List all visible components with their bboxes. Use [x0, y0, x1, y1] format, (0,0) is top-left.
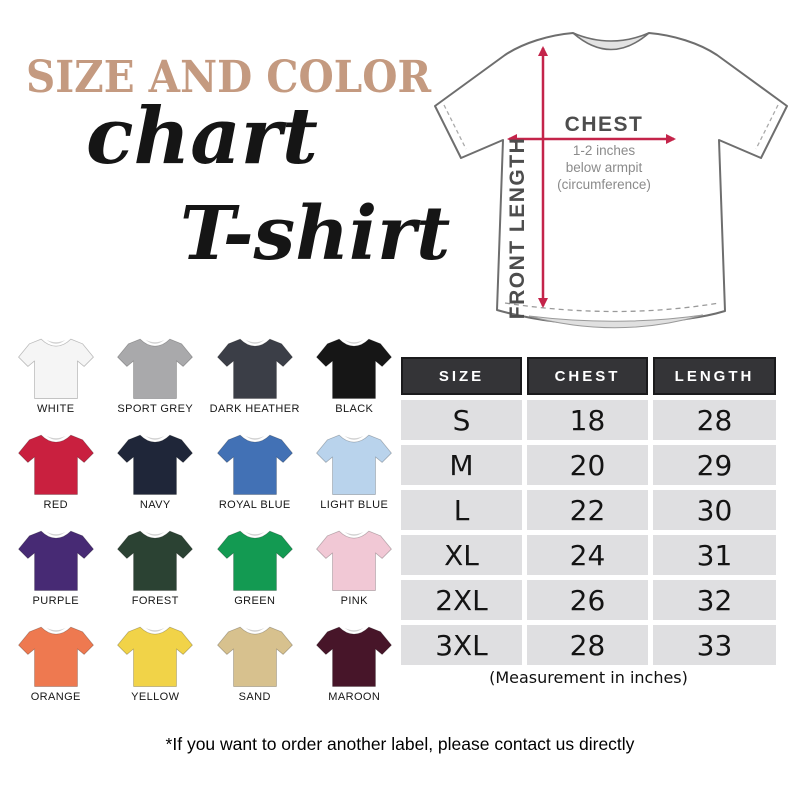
tshirt-measurement-diagram: CHEST 1-2 inches below armpit (circumfer… — [434, 32, 788, 329]
tshirt-color-icon — [316, 626, 393, 687]
color-swatch-label: PINK — [340, 595, 368, 607]
size-table: SIZE CHEST LENGTH S 18 28 M 20 29 L 22 30 XL 24 31 2XL… — [401, 357, 776, 670]
size-table-row-s: S 18 28 — [401, 400, 776, 440]
color-swatch-label: SPORT GREY — [117, 403, 194, 415]
sleeve-stitch-right — [755, 104, 779, 150]
color-swatch-label: YELLOW — [131, 691, 180, 703]
size-table-cell: 28 — [653, 400, 776, 440]
tshirt-hem-inner — [528, 314, 704, 329]
size-table-header-chest: CHEST — [527, 357, 648, 395]
size-table-cell: M — [401, 445, 522, 485]
tshirt-color-icon — [316, 338, 393, 399]
tshirt-color-icon — [316, 434, 393, 495]
color-swatch-light-blue: LIGHT BLUE — [305, 430, 405, 526]
size-table-header-length: LENGTH — [653, 357, 776, 395]
color-grid: WHITE SPORT GREY DARK HEATHER BLACK RED NAVY R… — [6, 334, 404, 718]
color-swatch-label: DARK HEATHER — [209, 403, 300, 415]
color-swatch-forest: FOREST — [106, 526, 206, 622]
tshirt-color-icon — [216, 338, 293, 399]
size-table-cell: 3XL — [401, 625, 522, 665]
size-table-header-size: SIZE — [401, 357, 522, 395]
size-table-row-m: M 20 29 — [401, 445, 776, 485]
color-swatch-royal-blue: ROYAL BLUE — [205, 430, 305, 526]
tshirt-color-icon — [216, 530, 293, 591]
tshirt-color-icon — [17, 338, 94, 399]
color-swatch-label: WHITE — [37, 403, 75, 415]
size-table-cell: 32 — [653, 580, 776, 620]
tshirt-color-icon — [117, 530, 194, 591]
size-table-cell: XL — [401, 535, 522, 575]
size-table-cell: 31 — [653, 535, 776, 575]
tshirt-color-icon — [117, 434, 194, 495]
size-table-cell: S — [401, 400, 522, 440]
color-swatch-navy: NAVY — [106, 430, 206, 526]
color-swatch-green: GREEN — [205, 526, 305, 622]
tshirt-collar — [572, 32, 650, 51]
size-table-row-2xl: 2XL 26 32 — [401, 580, 776, 620]
tshirt-color-icon — [316, 530, 393, 591]
color-swatch-label: BLACK — [335, 403, 374, 415]
tshirt-color-icon — [117, 338, 194, 399]
size-table-row-xl: XL 24 31 — [401, 535, 776, 575]
size-table-cell: 30 — [653, 490, 776, 530]
color-swatch-black: BLACK — [305, 334, 405, 430]
color-swatch-label: NAVY — [139, 499, 171, 511]
tshirt-color-icon — [17, 626, 94, 687]
color-swatch-yellow: YELLOW — [106, 622, 206, 718]
page-title-product: T-shirt — [180, 191, 451, 277]
size-table-cell: 24 — [527, 535, 648, 575]
size-table-cell: 18 — [527, 400, 648, 440]
color-swatch-label: LIGHT BLUE — [320, 499, 389, 511]
size-table-row-l: L 22 30 — [401, 490, 776, 530]
tshirt-color-icon — [117, 626, 194, 687]
color-swatch-red: RED — [6, 430, 106, 526]
size-table-header-row: SIZE CHEST LENGTH — [401, 357, 776, 395]
sleeve-stitch-left — [443, 104, 467, 150]
color-swatch-label: SAND — [238, 691, 271, 703]
size-table-body: S 18 28 M 20 29 L 22 30 XL 24 31 2XL 26 32 3XL 28 33 — [401, 400, 776, 665]
color-swatch-label: FOREST — [131, 595, 179, 607]
size-table-cell: 26 — [527, 580, 648, 620]
color-swatch-label: PURPLE — [32, 595, 79, 607]
size-table-cell: 29 — [653, 445, 776, 485]
front-length-label: FRONT LENGTH — [506, 137, 529, 319]
tshirt-color-icon — [216, 434, 293, 495]
size-table-row-3xl: 3XL 28 33 — [401, 625, 776, 665]
color-swatch-label: ORANGE — [30, 691, 81, 703]
color-swatch-dark-heather: DARK HEATHER — [205, 334, 305, 430]
color-swatch-label: RED — [43, 499, 68, 511]
size-table-cell: 2XL — [401, 580, 522, 620]
color-swatch-maroon: MAROON — [305, 622, 405, 718]
tshirt-color-icon — [17, 434, 94, 495]
color-swatch-label: GREEN — [234, 595, 276, 607]
color-swatch-orange: ORANGE — [6, 622, 106, 718]
size-table-cell: 28 — [527, 625, 648, 665]
tshirt-hem-stitch — [504, 302, 720, 313]
color-swatch-pink: PINK — [305, 526, 405, 622]
color-swatch-label: MAROON — [328, 691, 381, 703]
color-swatch-white: WHITE — [6, 334, 106, 430]
chest-note-line2: below armpit — [566, 160, 643, 175]
chest-label: CHEST — [565, 113, 644, 136]
size-table-cell: L — [401, 490, 522, 530]
color-swatch-purple: PURPLE — [6, 526, 106, 622]
footer-contact-note: *If you want to order another label, ple… — [165, 734, 635, 754]
tshirt-color-icon — [216, 626, 293, 687]
size-table-cell: 33 — [653, 625, 776, 665]
size-table-cell: 22 — [527, 490, 648, 530]
tshirt-color-icon — [17, 530, 94, 591]
chest-note-line3: (circumference) — [557, 177, 651, 192]
page-title-chart: chart — [86, 91, 318, 182]
page-title-size-and-color: SIZE AND COLOR — [26, 52, 432, 103]
color-swatch-sand: SAND — [205, 622, 305, 718]
size-table-cell: 20 — [527, 445, 648, 485]
color-swatch-label: ROYAL BLUE — [218, 499, 291, 511]
chest-note-line1: 1-2 inches — [573, 143, 636, 158]
color-swatch-sport-grey: SPORT GREY — [106, 334, 206, 430]
measurement-units-note: (Measurement in inches) — [489, 668, 688, 687]
